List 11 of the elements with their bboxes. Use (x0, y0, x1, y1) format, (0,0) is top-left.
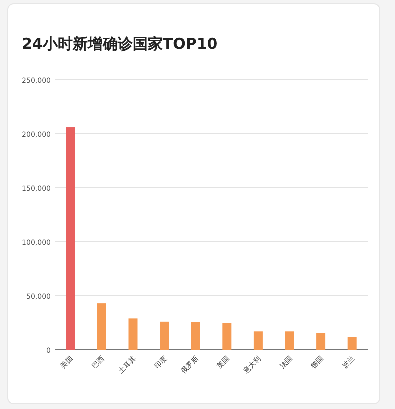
bar (128, 318, 138, 350)
chart-title: 24小时新增确诊国家TOP10 (22, 35, 218, 53)
bar (97, 304, 106, 350)
bar (222, 323, 232, 350)
bar (254, 332, 263, 350)
bar (191, 322, 200, 350)
bar (160, 322, 170, 350)
bar (348, 337, 357, 350)
bar (285, 332, 294, 350)
bar (316, 333, 326, 350)
bar (66, 128, 76, 350)
